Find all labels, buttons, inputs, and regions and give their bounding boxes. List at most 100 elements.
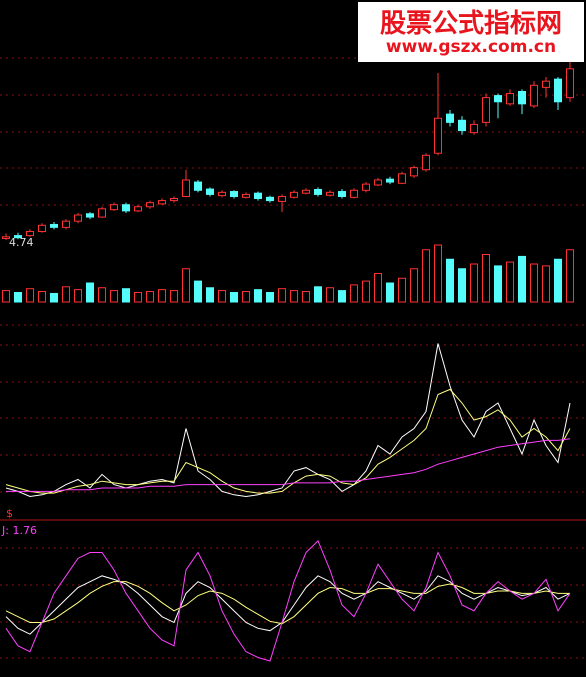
volume-bar [398, 277, 406, 303]
candle-body [458, 119, 466, 132]
candle-body [14, 235, 22, 239]
candle-body [2, 236, 10, 239]
volume-bar [482, 254, 490, 303]
volume-bar [494, 265, 502, 303]
candle-body [230, 191, 238, 197]
volume-bar [86, 282, 94, 303]
volume-bar [194, 280, 202, 303]
volume-bar [278, 288, 286, 303]
candle-body [302, 189, 310, 194]
candle-body [242, 193, 250, 198]
watermark-box [358, 2, 584, 62]
candle-body [158, 200, 166, 205]
candle-body [74, 214, 82, 222]
candle-body [218, 191, 226, 197]
candle-body [170, 198, 178, 202]
candle-body [362, 183, 370, 191]
watermark: 股票公式指标网 www.gszx.com.cn [358, 2, 584, 62]
volume-bar [530, 263, 538, 303]
volume-bar [458, 268, 466, 303]
candle-body [398, 173, 406, 184]
candle-body [86, 213, 94, 218]
candle-body [542, 80, 550, 88]
volume-bar [422, 249, 430, 303]
volume-bar [74, 289, 82, 303]
volume-bar [518, 255, 526, 303]
candle-body [62, 220, 70, 228]
candle-body [410, 167, 418, 177]
indicator-line [5, 388, 571, 494]
volume-bar [218, 290, 226, 303]
candle-body [470, 123, 478, 134]
candle-body [278, 195, 286, 202]
candle-body [182, 179, 190, 197]
candle-body [290, 191, 298, 198]
candle-body [122, 204, 130, 212]
volume-bar [158, 289, 166, 303]
volume-bar [434, 244, 442, 303]
candle-body [494, 95, 502, 103]
volume-bar [254, 289, 262, 303]
candle-body [434, 117, 442, 154]
volume-bar [182, 268, 190, 303]
volume-bar [410, 268, 418, 303]
candle-body [38, 224, 46, 232]
candle-body [482, 97, 490, 123]
candle-body [110, 204, 118, 211]
indicator-line [6, 438, 571, 492]
volume-bar [230, 292, 238, 303]
candle-body [422, 154, 430, 171]
volume-bar [266, 292, 274, 303]
volume-bar [338, 290, 346, 303]
candle-body [518, 90, 526, 105]
watermark-title: 股票公式指标网 [380, 9, 562, 39]
candle-body [350, 189, 358, 198]
candle-body [206, 188, 214, 195]
indicator-line [5, 343, 571, 498]
volume-bar [302, 291, 310, 303]
indicator-line [5, 539, 571, 662]
signal-marker: $ [6, 507, 13, 520]
volume-bar [362, 280, 370, 303]
volume-bar [14, 292, 22, 303]
candle-body [146, 202, 154, 208]
candle-body [326, 191, 334, 196]
candle-body [266, 196, 274, 202]
volume-bar [566, 249, 574, 303]
volume-bar [374, 273, 382, 303]
volume-bar [2, 290, 10, 303]
volume-bar [110, 290, 118, 303]
candle-body [446, 113, 454, 123]
candle-body [506, 93, 514, 105]
candle-body [530, 84, 538, 107]
candle-body [386, 178, 394, 183]
volume-bar [506, 261, 514, 303]
candle-body [374, 179, 382, 186]
watermark-url: www.gszx.com.cn [386, 37, 556, 57]
indicator-label: J: 1.76 [1, 524, 37, 537]
volume-bar [326, 287, 334, 303]
volume-bar [98, 287, 106, 303]
volume-bar [554, 258, 562, 303]
candle-body [338, 191, 346, 197]
volume-bar [290, 290, 298, 303]
volume-bar [242, 291, 250, 303]
volume-bar [38, 291, 46, 303]
volume-bar [170, 290, 178, 303]
volume-bar [50, 292, 58, 303]
volume-bar [386, 282, 394, 303]
candle-body [134, 206, 142, 212]
indicator-line [5, 575, 571, 635]
low-price-label: 4.74 [9, 236, 34, 249]
candle-body [98, 208, 106, 218]
candle-body [26, 230, 34, 237]
volume-bar [446, 258, 454, 303]
grid [0, 57, 586, 659]
volume-bar [350, 284, 358, 303]
volume-bar [314, 286, 322, 303]
candle-body [194, 181, 202, 191]
volume-bar [206, 287, 214, 303]
volume-bar [134, 292, 142, 303]
